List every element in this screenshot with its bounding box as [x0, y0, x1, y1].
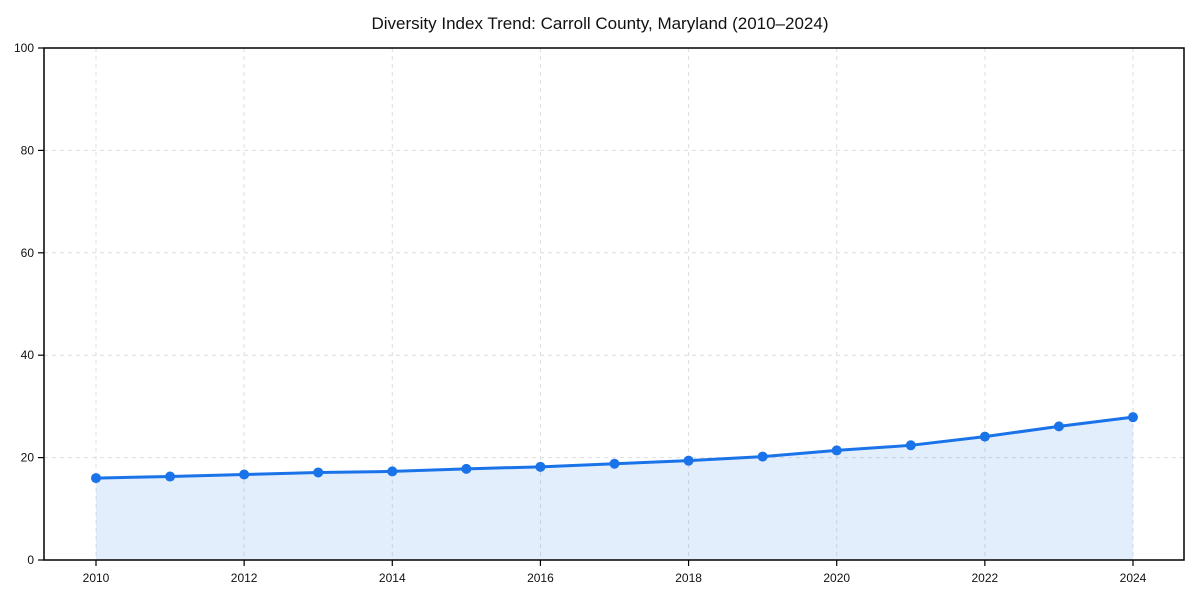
- area-fill-layer: [96, 417, 1133, 560]
- x-axis-tick-label: 2022: [972, 571, 999, 585]
- x-axis-tick-label: 2020: [823, 571, 850, 585]
- x-axis-tick-label: 2016: [527, 571, 554, 585]
- y-axis-tick-label: 0: [27, 553, 34, 567]
- y-axis-tick-label: 40: [21, 348, 35, 362]
- data-point: [239, 469, 250, 480]
- x-axis-tick-label: 2010: [83, 571, 110, 585]
- plot-border: [43, 47, 1185, 561]
- x-axis-tick-label: 2014: [379, 571, 406, 585]
- data-point: [979, 431, 990, 442]
- x-axis-tick-label: 2018: [675, 571, 702, 585]
- data-point: [313, 467, 324, 478]
- data-point: [905, 440, 916, 451]
- data-point: [683, 455, 694, 466]
- y-axis-tick-label: 60: [21, 246, 35, 260]
- axes: 2010 2012 2014 2016 2018 2020 2022 2024 0 20 40 60 8…: [14, 41, 1185, 585]
- data-point: [1053, 421, 1064, 432]
- data-point: [91, 473, 101, 484]
- data-points: [91, 412, 1138, 484]
- data-point: [461, 463, 472, 474]
- data-point: [1128, 412, 1138, 423]
- chart-title: Diversity Index Trend: Carroll County, M…: [371, 14, 828, 33]
- y-axis-tick-label: 100: [14, 41, 34, 55]
- y-axis-tick-label: 20: [21, 451, 35, 465]
- x-axis-tick-label: 2024: [1120, 571, 1147, 585]
- data-point: [535, 461, 546, 472]
- x-axis-tick-label: 2012: [231, 571, 258, 585]
- y-axis-tick-label: 80: [21, 143, 35, 157]
- data-point: [165, 471, 176, 482]
- area-fill: [96, 417, 1133, 560]
- data-point: [387, 466, 398, 477]
- data-point: [609, 458, 620, 469]
- data-point: [757, 451, 768, 462]
- data-point: [831, 445, 842, 456]
